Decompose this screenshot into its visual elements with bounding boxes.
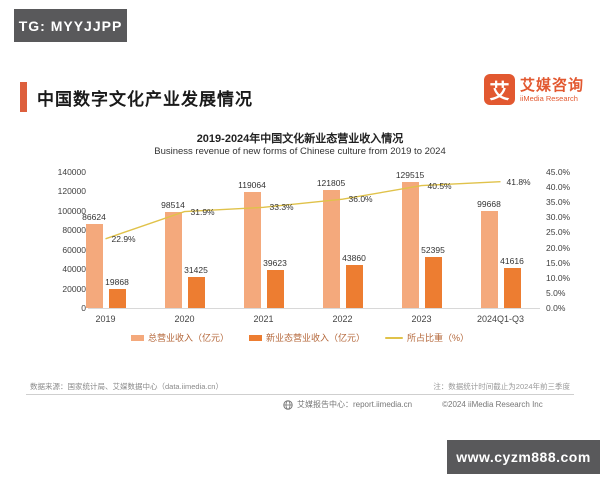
- report-center-link: 艾媒报告中心：report.iimedia.cn: [297, 400, 413, 409]
- x-axis-category-label: 2024Q1-Q3: [476, 314, 525, 324]
- total-revenue-value-label: 129515: [395, 170, 425, 181]
- x-axis-category-label: 2022: [332, 314, 353, 324]
- new-forms-revenue-bar: [345, 265, 363, 308]
- share-ratio-point-label: 33.3%: [269, 202, 294, 213]
- legend-item-total-revenue: 总营业收入（亿元）: [130, 331, 229, 344]
- y-axis-left-tick: 100000: [57, 205, 86, 216]
- share-ratio-point-label: 40.5%: [427, 180, 452, 191]
- logo-name-cn: 艾媒咨询: [519, 76, 584, 94]
- y-axis-left-tick: 0: [81, 303, 86, 313]
- y-axis-left-tick: 140000: [57, 167, 86, 177]
- y-axis-left-tick: 20000: [62, 283, 86, 294]
- y-axis-left-tick: 80000: [62, 225, 86, 236]
- y-axis-right-tick: 15.0%: [546, 257, 571, 268]
- legend-item-new-forms-revenue: 新业态营业收入（亿元）: [248, 331, 365, 344]
- total-revenue-value-label: 98514: [161, 200, 185, 211]
- new-forms-revenue-value-label: 39623: [263, 257, 287, 268]
- logo-name-en: iiMedia Research: [519, 93, 578, 103]
- share-ratio-point-label: 22.9%: [111, 233, 136, 244]
- x-axis-category-label: 2021: [253, 314, 274, 324]
- new-forms-revenue-bar: [424, 257, 442, 308]
- y-axis-right-tick: 30.0%: [546, 212, 571, 223]
- x-axis-category-label: 2019: [95, 314, 116, 324]
- iimedia-logo: 艾 艾媒咨询 iiMedia Research: [483, 74, 584, 105]
- iimedia-logo-text: 艾媒咨询 iiMedia Research: [520, 77, 584, 103]
- new-forms-revenue-value-label: 41616: [500, 255, 524, 266]
- telegram-watermark-badge: TG: MYYJJPP: [14, 9, 127, 42]
- x-axis-category-label: 2020: [174, 314, 195, 324]
- total-revenue-bar: [85, 223, 103, 308]
- legend-label-share-ratio: 所占比重（%）: [407, 333, 470, 343]
- y-axis-left-tick: 120000: [57, 186, 86, 197]
- new-forms-revenue-value-label: 19868: [105, 276, 129, 287]
- total-revenue-bar: [243, 192, 261, 308]
- share-ratio-point-label: 36.0%: [348, 194, 373, 205]
- share-ratio-point-label: 31.9%: [190, 206, 215, 217]
- website-watermark-badge: www.cyzm888.com: [447, 440, 600, 474]
- total-revenue-bar: [164, 212, 182, 308]
- y-axis-left-tick: 40000: [62, 264, 86, 275]
- y-axis-right-tick: 20.0%: [546, 242, 571, 253]
- legend-label-new-forms-revenue: 新业态营业收入（亿元）: [265, 333, 365, 343]
- footer: 艾媒报告中心：report.iimedia.cn ©2024 iiMedia R…: [283, 399, 543, 410]
- chart-title: 2019-2024年中国文化新业态营业收入情况: [196, 133, 404, 145]
- total-revenue-value-label: 86624: [82, 211, 106, 222]
- new-forms-revenue-value-label: 43860: [342, 253, 366, 264]
- new-forms-revenue-value-label: 31425: [184, 265, 208, 276]
- page-title: 中国数字文化产业发展情况: [37, 90, 253, 109]
- y-axis-left-tick: 60000: [62, 244, 86, 255]
- new-forms-revenue-value-label: 52395: [421, 245, 445, 256]
- new-forms-revenue-bar: [503, 267, 521, 308]
- new-forms-revenue-bar: [108, 288, 126, 308]
- y-axis-right-tick: 10.0%: [546, 272, 571, 283]
- total-revenue-value-label: 121805: [316, 177, 346, 188]
- y-axis-right-tick: 40.0%: [546, 182, 571, 193]
- total-revenue-value-label: 119064: [238, 180, 266, 191]
- x-axis-line: [88, 308, 540, 309]
- legend-item-share-ratio: 所占比重（%）: [385, 331, 469, 344]
- total-revenue-bar: [401, 182, 419, 308]
- footer-divider: [26, 394, 574, 395]
- share-ratio-point-label: 41.8%: [506, 176, 531, 187]
- copyright-text: ©2024 iiMedia Research Inc: [442, 400, 543, 409]
- chart-legend: 总营业收入（亿元） 新业态营业收入（亿元） 所占比重（%）: [0, 331, 600, 344]
- y-axis-right-tick: 0.0%: [546, 303, 566, 313]
- legend-label-total-revenue: 总营业收入（亿元）: [147, 333, 229, 343]
- data-cutoff-note: 注：数据统计时间截止为2024年前三季度: [433, 382, 570, 391]
- data-source-note: 数据来源：国家统计局、艾媒数据中心（data.iimedia.cn）: [30, 382, 223, 391]
- y-axis-right-tick: 35.0%: [546, 197, 571, 208]
- y-axis-right-tick: 45.0%: [546, 167, 571, 177]
- title-accent-bar: [20, 82, 27, 112]
- total-revenue-bar: [322, 189, 340, 308]
- legend-swatch-total-revenue: [130, 334, 144, 341]
- iimedia-logo-icon: 艾: [483, 74, 515, 105]
- new-forms-revenue-bar: [187, 277, 205, 308]
- new-forms-revenue-bar: [266, 269, 284, 308]
- chart-subtitle: Business revenue of new forms of Chinese…: [154, 146, 446, 157]
- x-axis-category-label: 2023: [411, 314, 432, 324]
- legend-swatch-new-forms-revenue: [248, 334, 262, 341]
- y-axis-right-tick: 5.0%: [546, 287, 566, 298]
- total-revenue-bar: [480, 211, 498, 308]
- legend-swatch-share-ratio: [385, 336, 403, 339]
- y-axis-right-tick: 25.0%: [546, 227, 571, 238]
- globe-icon: [283, 399, 293, 410]
- total-revenue-value-label: 99668: [477, 199, 501, 210]
